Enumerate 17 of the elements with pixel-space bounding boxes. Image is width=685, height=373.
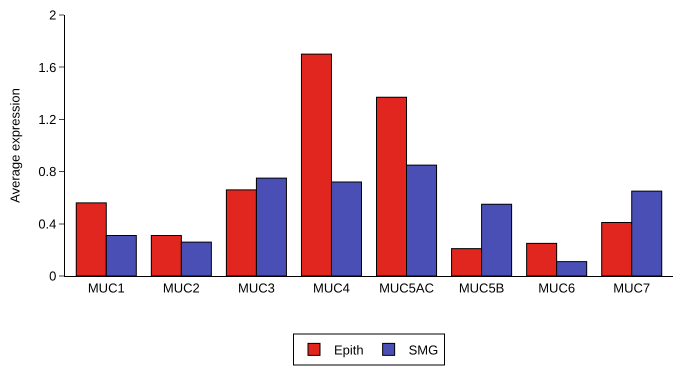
y-tick-label: 2 bbox=[49, 8, 56, 23]
x-tick-label: MUC2 bbox=[162, 280, 200, 296]
legend-label: SMG bbox=[408, 342, 438, 358]
y-tick-label: 0.4 bbox=[38, 216, 56, 232]
x-tick-label: MUC7 bbox=[613, 280, 650, 296]
y-axis-title: Average expression bbox=[7, 88, 22, 203]
x-tick-label: MUC4 bbox=[313, 280, 350, 296]
y-tick-label: 1.2 bbox=[38, 112, 56, 127]
y-tick-label: 0.8 bbox=[38, 164, 56, 180]
x-tick-label: MUC1 bbox=[88, 280, 125, 296]
y-tick-label: 1.6 bbox=[38, 60, 56, 75]
x-tick-label: MUC5B bbox=[458, 280, 504, 296]
x-tick-label: MUC6 bbox=[538, 280, 576, 296]
x-tick-label: MUC5AC bbox=[379, 280, 434, 296]
legend-label: Epith bbox=[334, 342, 364, 358]
x-tick-label: MUC3 bbox=[238, 280, 275, 296]
y-tick-label: 0 bbox=[49, 268, 56, 284]
